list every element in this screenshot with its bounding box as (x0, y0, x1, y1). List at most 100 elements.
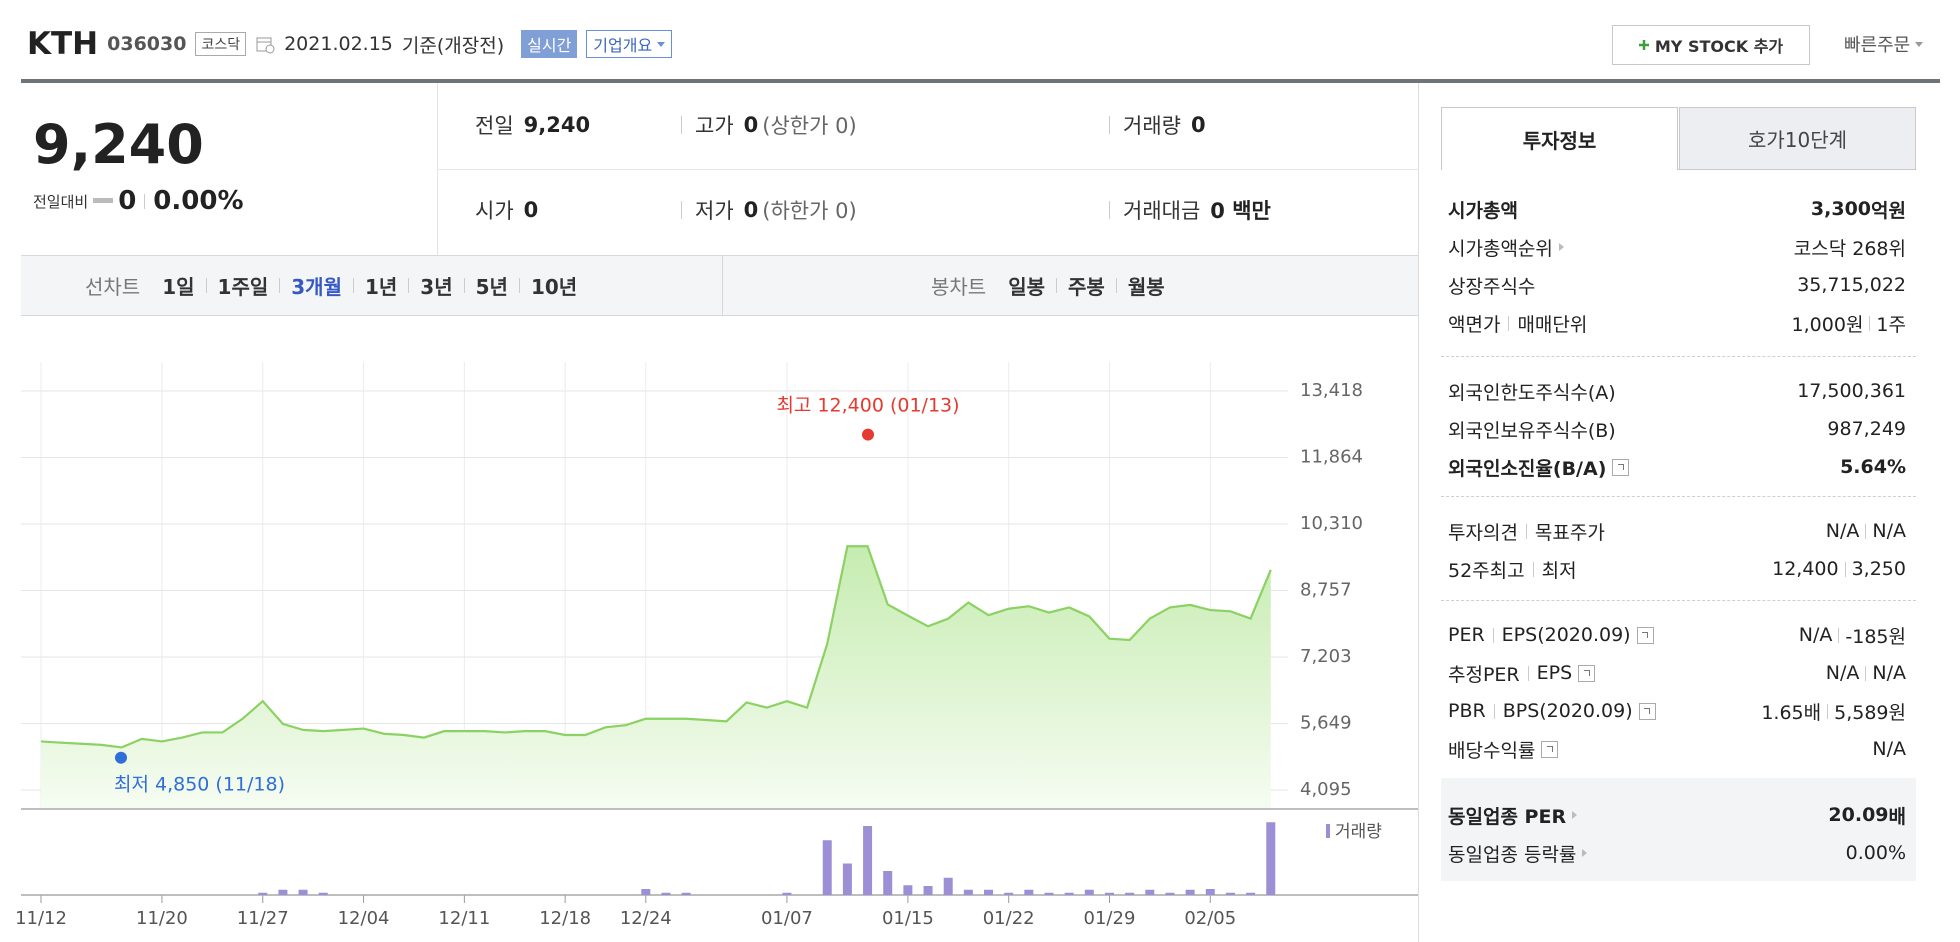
info-label: PBR BPS(2020.09) (1448, 700, 1656, 722)
my-stock-button[interactable]: MY STOCK 추가 (1612, 25, 1810, 65)
separator (1056, 278, 1058, 293)
value-part: 1,000원 (1791, 313, 1864, 336)
value-part: 3,250 (1851, 558, 1906, 580)
more-icon (1582, 849, 1588, 857)
separator (1532, 561, 1534, 577)
separator (1865, 665, 1867, 681)
row-divider (437, 169, 1419, 170)
period-tab[interactable]: 1년 (364, 275, 398, 299)
info-row: PER EPS(2020.09) N/A -185원 (1448, 620, 1906, 650)
panel-tab[interactable]: 투자정보 (1441, 107, 1678, 170)
label-part: 상장주식수 (1448, 275, 1536, 298)
overview-button[interactable]: 기업개요 (586, 30, 673, 58)
separator (463, 278, 465, 293)
period-tab[interactable]: 10년 (530, 275, 578, 299)
y-tick-label: 5,649 (1300, 712, 1352, 733)
info-row: 외국인소진율(B/A) 5.64% (1448, 452, 1906, 482)
info-row: 시가총액순위 코스닥 268위 (1448, 232, 1906, 262)
label-part: 목표주가 (1534, 521, 1605, 544)
y-tick-label: 8,757 (1300, 579, 1352, 600)
value-unit: 배 (1888, 805, 1906, 828)
x-tick-label: 11/12 (15, 908, 67, 929)
value-part: 1주 (1876, 313, 1906, 336)
section-divider (1441, 496, 1916, 497)
info-value: 0.00% (1846, 842, 1906, 864)
volume-bar (1185, 889, 1195, 895)
quote-value: 0 (743, 113, 759, 137)
volume-bar (1145, 889, 1155, 895)
price-line (40, 545, 1272, 749)
volume-bar (863, 826, 873, 895)
info-value: 35,715,022 (1797, 274, 1906, 296)
volume-bar (842, 863, 852, 895)
quote-label: 고가 (695, 114, 734, 138)
volume-bar (903, 885, 913, 895)
volume-bar (782, 892, 792, 895)
help-icon[interactable] (1636, 626, 1654, 644)
help-glyph (1546, 746, 1553, 752)
period-tab[interactable]: 3개월 (291, 275, 342, 299)
value-part: 1.65배 (1761, 701, 1822, 724)
value-part: 987,249 (1827, 418, 1906, 440)
calendar-icon (256, 37, 275, 54)
annotation-dot (115, 751, 127, 764)
quote-cell: 시가 0 (475, 195, 538, 225)
quick-order[interactable]: 빠른주문 (1844, 32, 1924, 56)
separator (1115, 278, 1117, 293)
info-value: 1,000원 1주 (1792, 310, 1906, 337)
quote-cell: 거래대금 0 백만 (1123, 195, 1271, 225)
my-stock-label: MY STOCK 추가 (1654, 37, 1784, 56)
bar-divider (722, 256, 723, 315)
section-divider (1441, 600, 1916, 601)
quote-label: 거래량 (1123, 114, 1181, 138)
volume-bar (1266, 822, 1276, 895)
x-tick-label: 11/27 (237, 908, 289, 929)
help-icon[interactable] (1612, 458, 1630, 476)
volume-bar (1044, 892, 1054, 895)
separator (1109, 116, 1110, 134)
realtime-badge[interactable]: 실시간 (521, 30, 578, 58)
period-tab[interactable]: 월봉 (1127, 275, 1165, 299)
help-icon[interactable] (1638, 702, 1656, 720)
current-price: 9,240 (33, 113, 204, 176)
label-part: 매매단위 (1517, 313, 1588, 336)
annotation-label: 최저 4,850 (11/18) (114, 774, 285, 796)
volume-bar (963, 889, 973, 895)
period-tab[interactable]: 일봉 (1008, 275, 1046, 299)
basis: 기준(개장전) (401, 34, 505, 57)
volume-legend-label: 거래량 (1335, 822, 1382, 842)
help-icon[interactable] (1578, 664, 1596, 682)
volume-bar (278, 889, 288, 895)
y-tick-label: 7,203 (1300, 646, 1352, 667)
panel-tab[interactable]: 호가10단계 (1679, 107, 1916, 170)
help-icon[interactable] (1541, 740, 1559, 758)
volume-bar (1004, 892, 1014, 895)
volume-bar (641, 889, 651, 895)
info-label: PER EPS(2020.09) (1448, 624, 1654, 646)
volume-bar (1246, 892, 1256, 895)
quote-value: 9,240 (523, 113, 591, 137)
label-part: PER (1448, 624, 1485, 646)
label-part: EPS (1536, 662, 1573, 684)
period-tab[interactable]: 1일 (162, 275, 195, 299)
value-part: N/A (1798, 624, 1833, 646)
separator (1865, 523, 1867, 539)
period-tab[interactable]: 1주일 (217, 275, 269, 299)
info-row: 52주최고 최저 12,400 3,250 (1448, 554, 1906, 584)
quick-order-label: 빠른주문 (1844, 35, 1911, 56)
separator (1109, 201, 1110, 219)
period-tab[interactable]: 5년 (475, 275, 508, 299)
help-glyph (1642, 632, 1649, 638)
value-part: N/A (1825, 520, 1860, 542)
market-badge: 코스닥 (195, 32, 247, 56)
value-part: N/A (1825, 662, 1860, 684)
period-tab[interactable]: 주봉 (1068, 275, 1105, 299)
volume-bar (681, 892, 691, 895)
info-value: 20.09 배 (1828, 802, 1906, 829)
quote-cell: 고가 0 (상한가 0) (695, 110, 857, 140)
x-tick-label: 01/29 (1084, 908, 1136, 929)
period-tab[interactable]: 3년 (420, 275, 453, 299)
info-label: 투자의견 목표주가 (1448, 518, 1605, 545)
volume-bar (258, 892, 268, 895)
volume-bar (822, 840, 832, 895)
